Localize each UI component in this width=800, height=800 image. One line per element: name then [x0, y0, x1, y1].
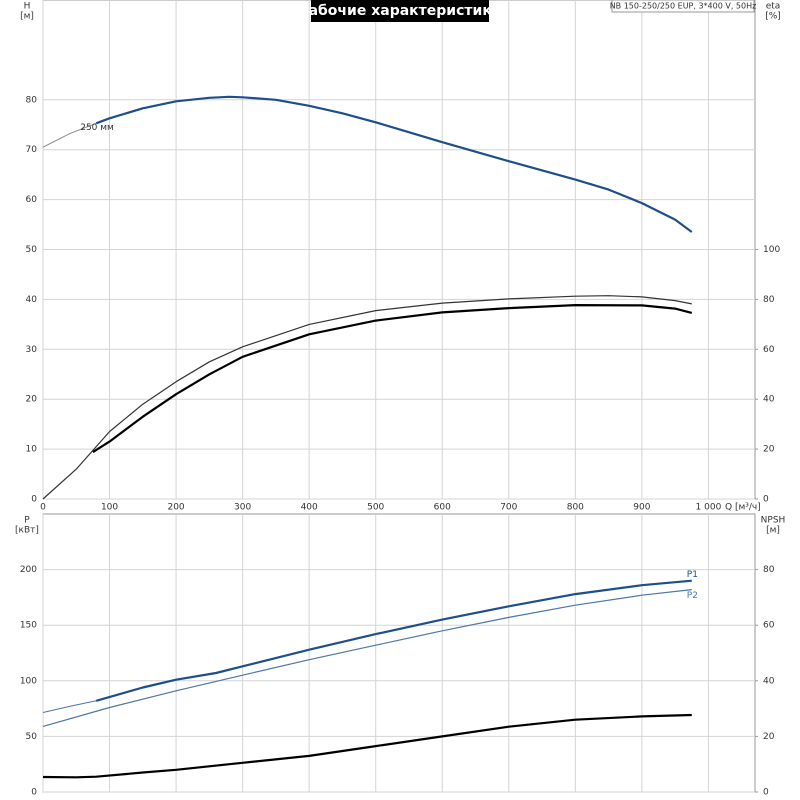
curve — [42, 295, 692, 500]
y2-tick-label: 100 — [763, 245, 780, 255]
y2-tick-label: 0 — [763, 788, 769, 798]
curve-label: P2 — [687, 591, 698, 601]
y-axis-unit: [м] — [20, 12, 34, 22]
x-tick-label: 600 — [434, 503, 451, 513]
y-tick-label: 70 — [26, 145, 38, 155]
y-tick-label: 0 — [31, 788, 37, 798]
y-tick-label: 30 — [26, 345, 38, 355]
y2-axis-unit: [м] — [766, 526, 780, 536]
curve — [42, 713, 692, 779]
y2-tick-label: 20 — [763, 732, 775, 742]
y2-axis-label: NPSH — [761, 516, 786, 526]
y2-tick-label: 40 — [763, 395, 775, 405]
y-tick-label: 200 — [20, 565, 37, 575]
y-tick-label: 40 — [26, 295, 38, 305]
y-tick-label: 0 — [31, 495, 37, 505]
y-tick-label: 60 — [26, 195, 38, 205]
y-tick-label: 80 — [26, 95, 38, 105]
curve — [95, 579, 692, 702]
x-tick-label: 100 — [101, 503, 118, 513]
curve-label: P1 — [687, 570, 698, 580]
y-tick-label: 50 — [26, 245, 38, 255]
title-bg — [311, 0, 489, 22]
curve — [92, 304, 693, 454]
x-tick-label: 900 — [633, 503, 650, 513]
x-tick-label: 200 — [167, 503, 184, 513]
x-tick-label: 1 000 — [696, 503, 722, 513]
x-tick-label: 800 — [567, 503, 584, 513]
info-box — [611, 0, 755, 13]
x-tick-label: 0 — [40, 503, 46, 513]
y-tick-label: 50 — [26, 732, 38, 742]
curve — [42, 589, 692, 727]
curve — [95, 95, 693, 233]
x-axis-label: Q [м³/ч] — [725, 503, 761, 513]
y2-tick-label: 80 — [763, 565, 775, 575]
y2-tick-label: 40 — [763, 676, 775, 686]
x-tick-label: 300 — [234, 503, 251, 513]
y2-tick-label: 60 — [763, 621, 775, 631]
y-tick-label: 10 — [26, 445, 38, 455]
y2-axis-unit: [%] — [765, 12, 781, 22]
y2-tick-label: 80 — [763, 295, 775, 305]
curve-label: 250 мм — [80, 123, 114, 133]
plot-frame — [42, 513, 756, 793]
y-tick-label: 20 — [26, 395, 38, 405]
y2-tick-label: 0 — [763, 495, 769, 505]
x-tick-label: 700 — [500, 503, 517, 513]
y2-tick-label: 60 — [763, 345, 775, 355]
chart-title: Рабочие характеристики — [298, 3, 501, 19]
y-axis-unit: [кВт] — [15, 526, 39, 536]
y2-axis-label: eta — [766, 2, 781, 12]
curve — [42, 700, 97, 713]
x-tick-label: 400 — [301, 503, 318, 513]
y-tick-label: 100 — [20, 676, 37, 686]
y-axis-label: P — [24, 516, 30, 526]
y-tick-label: 150 — [20, 621, 37, 631]
y-axis-label: H — [24, 2, 31, 12]
curve — [42, 122, 97, 148]
y2-tick-label: 20 — [763, 445, 775, 455]
info-text: NB 150-250/250 EUP, 3*400 V, 50Hz — [610, 2, 757, 11]
x-tick-label: 500 — [367, 503, 384, 513]
